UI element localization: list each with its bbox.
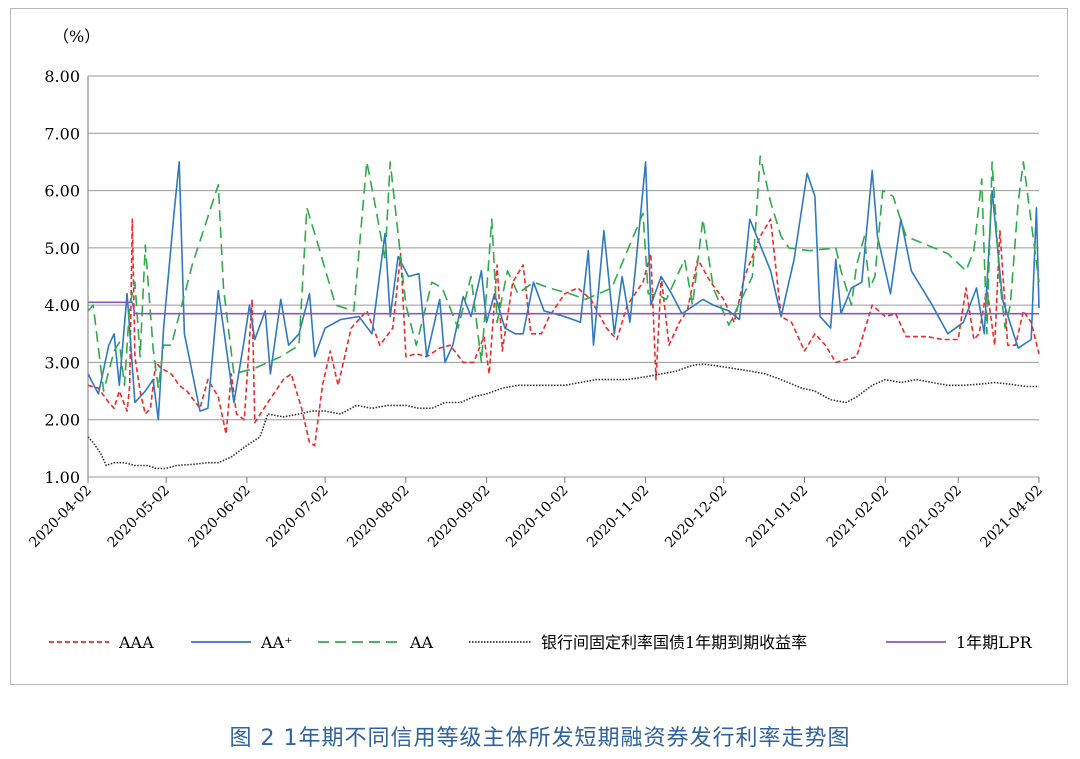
y-tick-label: 7.00 — [44, 124, 80, 143]
y-unit-label: （%） — [53, 27, 100, 46]
legend-label-1: AA⁺ — [260, 633, 293, 652]
y-tick-label: 1.00 — [44, 468, 80, 487]
legend-label-3: 银行间固定利率国债1年期到期收益率 — [541, 633, 807, 652]
x-tick-label: 2020-10-02 — [503, 483, 571, 551]
legend-label-2: AA — [409, 633, 434, 652]
series-line-4 — [88, 301, 1039, 315]
x-tick-label: 2020-05-02 — [105, 483, 173, 551]
gridlines — [88, 75, 1039, 478]
axes: 1.00 2.00 3.00 4.00 5.00 6.00 7.00 8.00 2020-04-… — [26, 67, 1045, 551]
figure-caption: 图 2 1年期不同信用等级主体所发短期融资券发行利率走势图 — [229, 726, 851, 751]
y-tick-label: 8.00 — [44, 67, 80, 86]
x-tick-label: 2020-09-02 — [425, 483, 493, 551]
y-tick-label: 4.00 — [44, 296, 80, 315]
legend-label-4: 1年期LPR — [956, 633, 1033, 652]
series-line-2 — [87, 155, 1040, 392]
x-tick-label: 2020-06-02 — [185, 483, 253, 551]
y-tick-label: 5.00 — [44, 239, 80, 258]
x-tick-label: 2021-03-02 — [897, 483, 965, 551]
x-tick-label: 2020-12-02 — [662, 483, 730, 551]
x-tick-label: 2020-08-02 — [344, 483, 412, 551]
line-chart: 1.00 2.00 3.00 4.00 5.00 6.00 7.00 8.00 2020-04-… — [26, 27, 1045, 652]
y-tick-label: 6.00 — [44, 182, 80, 201]
chart-frame: 1.00 2.00 3.00 4.00 5.00 6.00 7.00 8.00 2020-04-… — [10, 8, 1068, 685]
series-line-1 — [87, 161, 1040, 421]
series-lines — [87, 155, 1040, 470]
x-tick-label: 2021-02-02 — [824, 483, 892, 551]
y-tick-label: 3.00 — [44, 353, 80, 372]
series-line-3 — [87, 363, 1039, 470]
x-tick-label: 2021-01-02 — [743, 483, 811, 551]
y-tick-label: 2.00 — [44, 411, 80, 430]
x-tick-label: 2020-04-02 — [26, 483, 94, 551]
x-tick-label: 2020-11-02 — [584, 483, 652, 551]
legend-label-0: AAA — [118, 633, 154, 652]
x-tick-label: 2020-07-02 — [264, 483, 332, 551]
x-tick-label: 2021-04-02 — [977, 483, 1045, 551]
legend: AAA AA⁺ AA 银行间固定利率国债1年期到期收益率 1年期LPR — [49, 633, 1033, 652]
